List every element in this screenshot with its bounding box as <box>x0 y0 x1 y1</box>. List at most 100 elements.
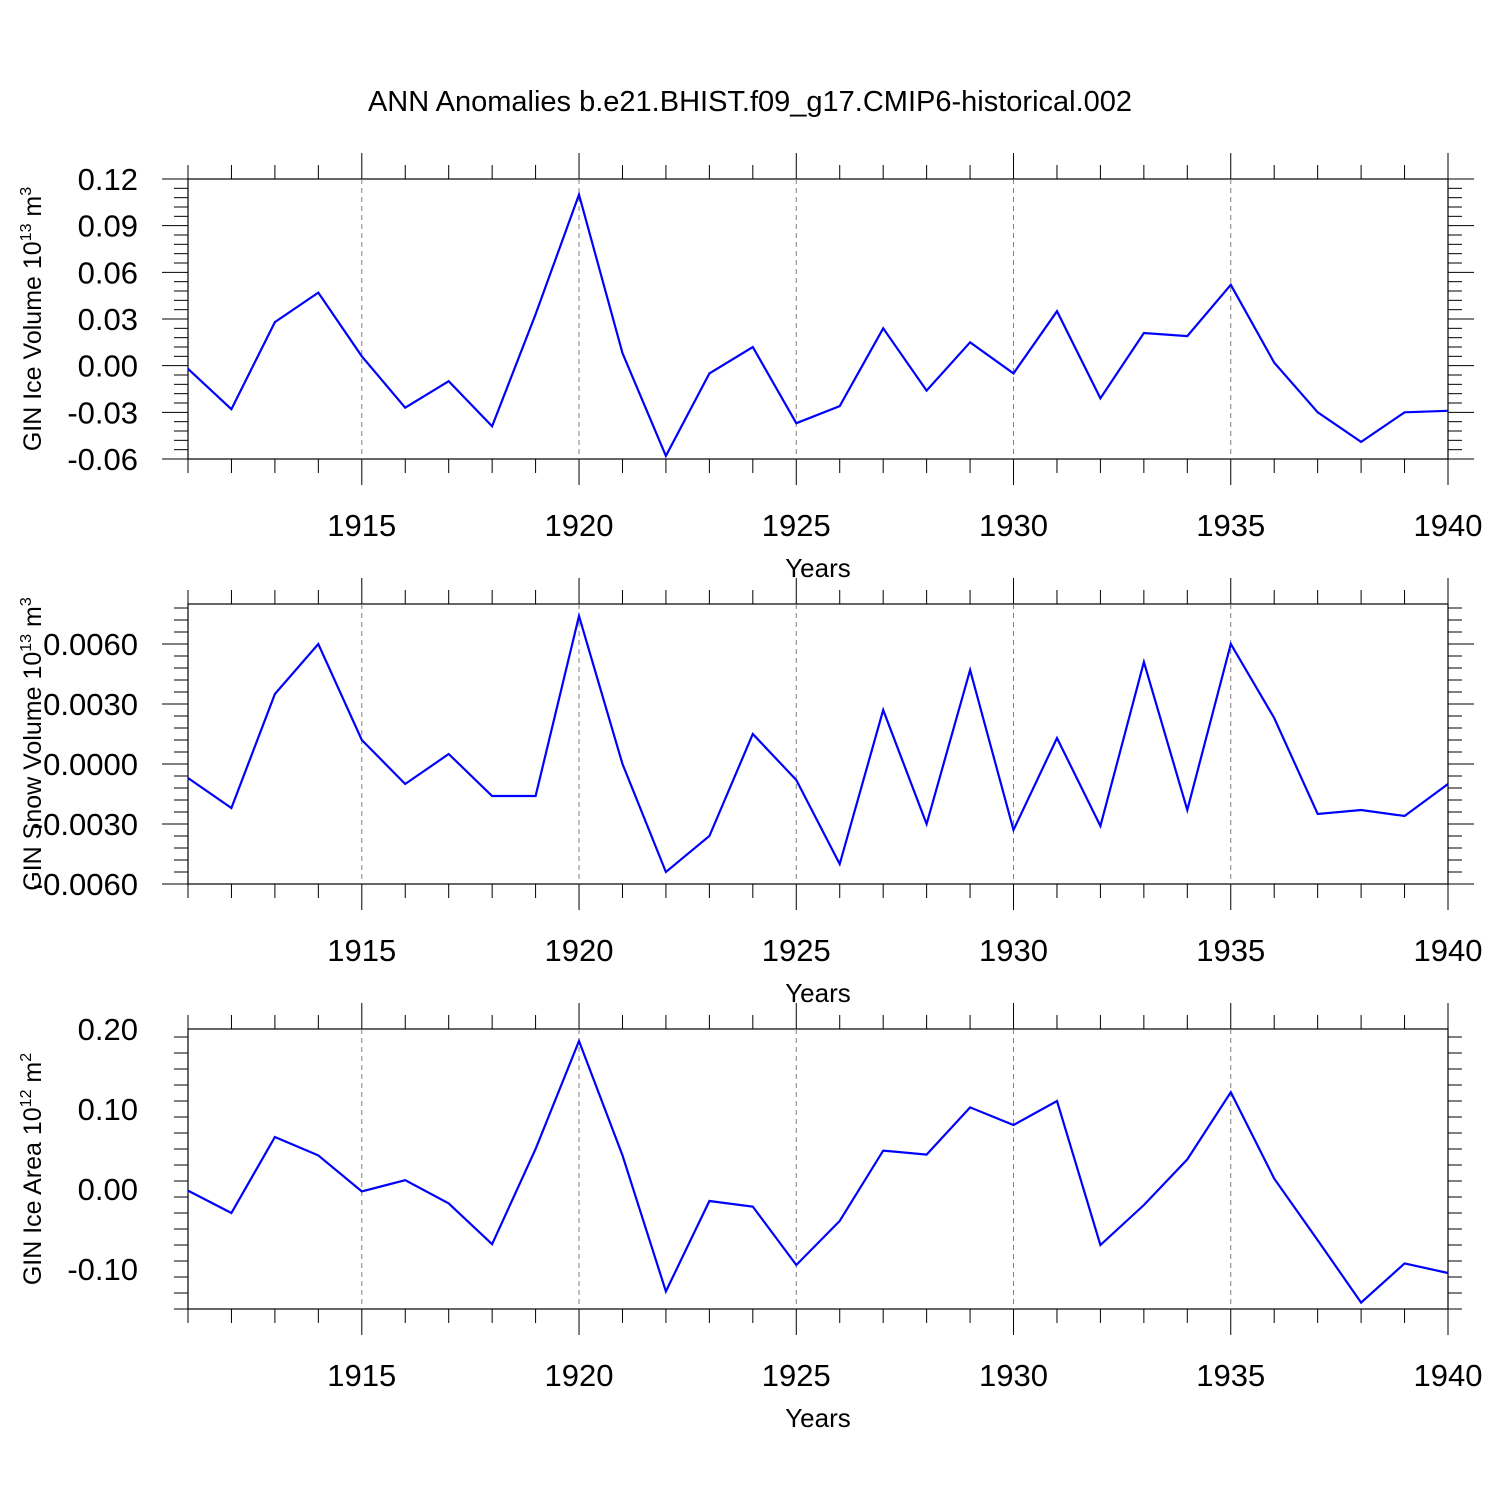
data-point <box>925 1153 929 1157</box>
series-line <box>187 190 1449 459</box>
x-axis-label: Years <box>785 1403 851 1433</box>
data-point <box>794 421 798 425</box>
data-point <box>1055 1099 1059 1103</box>
data-point <box>794 1263 798 1267</box>
data-point <box>968 340 972 344</box>
data-point <box>534 794 538 798</box>
y-tick-label: 0.00 <box>78 1172 138 1207</box>
data-point <box>403 1178 407 1182</box>
data-point <box>1229 283 1233 287</box>
data-point <box>1098 396 1102 400</box>
data-point <box>1403 410 1407 414</box>
x-tick-label: 1920 <box>545 508 614 543</box>
data-point <box>1272 1177 1276 1181</box>
data-point <box>1142 660 1146 664</box>
y-tick-label: -0.06 <box>67 442 138 477</box>
data-point <box>1272 716 1276 720</box>
data-point <box>707 1199 711 1203</box>
ice-volume-panel: 1915 1920 1925 1930 1935 1940 Years 0.12 0.09 0.0… <box>18 153 1482 583</box>
data-point <box>838 862 842 866</box>
x-tick-label: 1930 <box>979 1358 1048 1393</box>
data-point <box>1012 1123 1016 1127</box>
x-tick-label: 1930 <box>979 933 1048 968</box>
data-point <box>229 806 233 810</box>
x-tick-label: 1935 <box>1196 933 1265 968</box>
data-point <box>1098 824 1102 828</box>
data-point <box>1142 1203 1146 1207</box>
y-tick-label: 0.12 <box>78 162 138 197</box>
data-point <box>1229 1090 1233 1094</box>
y-tick-label: 0.10 <box>78 1092 138 1127</box>
x-tick-label: 1915 <box>327 1358 396 1393</box>
data-point <box>1316 812 1320 816</box>
data-point <box>1359 440 1363 444</box>
data-point <box>1229 642 1233 646</box>
data-point <box>273 1135 277 1139</box>
y-tick-label: 0.03 <box>78 302 138 337</box>
data-point <box>1316 1238 1320 1242</box>
data-point <box>1403 1261 1407 1265</box>
y-tick-label: 0.0000 <box>43 747 138 782</box>
data-point <box>186 367 190 371</box>
data-point <box>403 782 407 786</box>
data-point <box>620 351 624 355</box>
data-point <box>490 794 494 798</box>
data-point <box>316 1153 320 1157</box>
data-point <box>1359 1301 1363 1305</box>
data-point <box>1316 410 1320 414</box>
data-point <box>1012 828 1016 832</box>
y-tick-label: -0.0030 <box>33 807 138 842</box>
x-tick-label: 1925 <box>762 508 831 543</box>
data-point <box>316 291 320 295</box>
y-tick-label: -0.10 <box>67 1252 138 1287</box>
data-point <box>316 642 320 646</box>
data-point <box>273 692 277 696</box>
data-point <box>925 822 929 826</box>
x-tick-label: 1940 <box>1414 933 1483 968</box>
plot-frame <box>187 1028 1449 1310</box>
data-point <box>664 454 668 458</box>
plot-frame <box>187 603 1449 885</box>
y-tick-label: 0.09 <box>78 209 138 244</box>
data-point <box>229 1211 233 1215</box>
data-point <box>447 1201 451 1205</box>
data-point <box>403 406 407 410</box>
data-point <box>577 614 581 618</box>
data-point <box>838 1219 842 1223</box>
data-point <box>1185 334 1189 338</box>
x-tick-label: 1920 <box>545 1358 614 1393</box>
x-axis-label: Years <box>785 978 851 1008</box>
data-point <box>1272 361 1276 365</box>
data-point <box>577 1039 581 1043</box>
x-tick-label: 1930 <box>979 508 1048 543</box>
data-point <box>360 354 364 358</box>
series-line <box>187 1037 1449 1305</box>
x-tick-label: 1935 <box>1196 508 1265 543</box>
y-tick-label: -0.0060 <box>33 867 138 902</box>
y-tick-label: 0.0030 <box>43 687 138 722</box>
data-point <box>620 1153 624 1157</box>
data-point <box>794 778 798 782</box>
y-tick-label: 0.00 <box>78 349 138 384</box>
data-point <box>881 326 885 330</box>
data-point <box>534 312 538 316</box>
y-tick-label: 0.0060 <box>43 627 138 662</box>
data-point <box>1185 1157 1189 1161</box>
data-point <box>968 668 972 672</box>
x-tick-label: 1915 <box>327 933 396 968</box>
data-point <box>881 1149 885 1153</box>
x-tick-label: 1940 <box>1414 508 1483 543</box>
data-point <box>534 1147 538 1151</box>
data-point <box>186 776 190 780</box>
data-point <box>881 708 885 712</box>
y-axis-label: GIN Snow Volume 1013 m3 <box>18 597 47 891</box>
data-point <box>360 1189 364 1193</box>
x-tick-label: 1925 <box>762 933 831 968</box>
data-point <box>1359 808 1363 812</box>
data-point <box>1403 814 1407 818</box>
data-point <box>1142 331 1146 335</box>
data-point <box>1098 1243 1102 1247</box>
plot-frame <box>187 178 1449 460</box>
data-point <box>1055 309 1059 313</box>
